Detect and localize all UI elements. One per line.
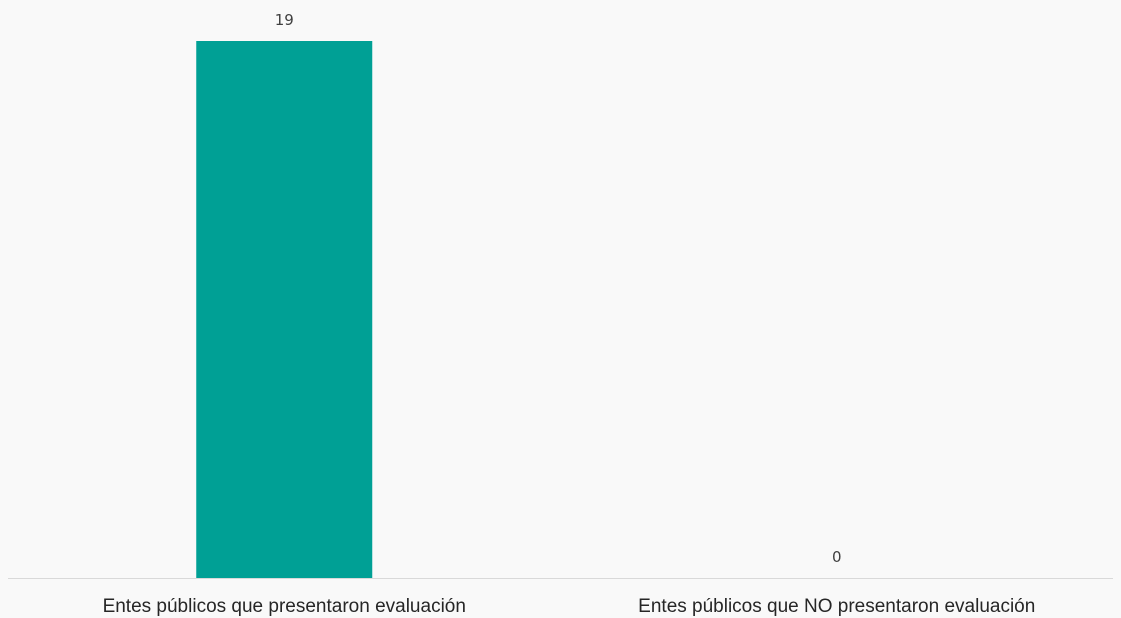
category-label-2: Entes públicos que NO presentaron evalua… bbox=[638, 596, 1035, 617]
category-label-1: Entes públicos que presentaron evaluació… bbox=[103, 596, 466, 617]
bars-group bbox=[196, 41, 373, 578]
data-labels-group: 19 0 bbox=[275, 11, 842, 566]
data-label-2: 0 bbox=[832, 548, 842, 566]
category-labels-group: Entes públicos que presentaron evaluació… bbox=[103, 596, 1036, 617]
data-label-1: 19 bbox=[275, 11, 294, 29]
bar-1 bbox=[196, 41, 373, 578]
